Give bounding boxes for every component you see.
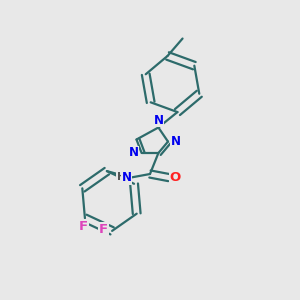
- Text: H: H: [117, 172, 126, 182]
- Text: F: F: [99, 223, 108, 236]
- Text: N: N: [122, 171, 132, 184]
- Text: N: N: [153, 114, 164, 127]
- Text: F: F: [79, 220, 88, 233]
- Text: N: N: [171, 135, 181, 148]
- Text: O: O: [170, 171, 181, 184]
- Text: N: N: [129, 146, 139, 160]
